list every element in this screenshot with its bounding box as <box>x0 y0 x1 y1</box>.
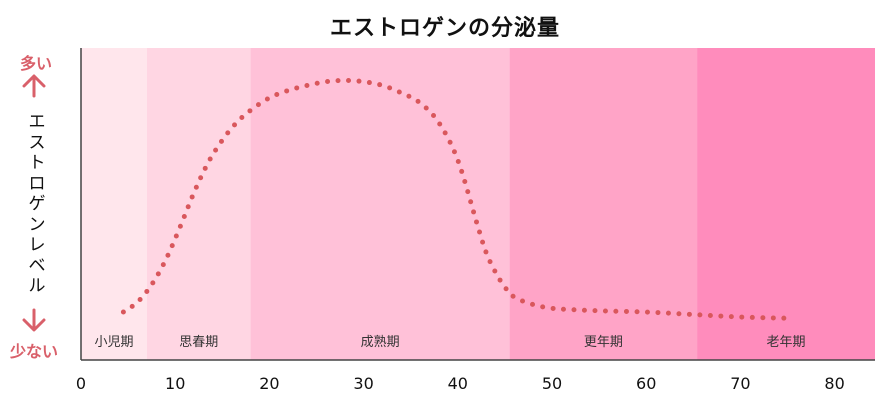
band-label: 小児期 <box>94 335 133 350</box>
band-4 <box>697 48 875 360</box>
x-tick-label: 60 <box>636 374 656 393</box>
band-0 <box>81 48 147 360</box>
estrogen-line <box>120 77 790 321</box>
x-axis-ticks: 0 10 20 30 40 50 60 70 80 <box>76 374 845 393</box>
x-tick-label: 50 <box>542 374 562 393</box>
y-axis-low-label: 少ない <box>10 342 59 361</box>
arrow-up-icon <box>22 74 46 98</box>
band-2 <box>250 48 510 360</box>
y-axis-title: エストロゲンレベル <box>28 112 46 296</box>
x-tick-label: 80 <box>824 374 844 393</box>
x-tick-label: 0 <box>76 374 86 393</box>
x-tick-label: 10 <box>165 374 185 393</box>
x-tick-label: 30 <box>353 374 373 393</box>
arrow-down-icon <box>22 308 46 332</box>
y-axis-high-label: 多い <box>20 54 53 73</box>
x-tick-label: 40 <box>448 374 468 393</box>
band-label: 更年期 <box>584 335 623 350</box>
x-tick-label: 70 <box>730 374 750 393</box>
x-tick-label: 20 <box>259 374 279 393</box>
band-label: 老年期 <box>767 335 806 350</box>
chart-title: エストロゲンの分泌量 <box>329 16 560 41</box>
band-1 <box>146 48 251 360</box>
estrogen-curve <box>120 77 790 321</box>
band-label: 思春期 <box>179 335 218 350</box>
band-label: 成熟期 <box>361 334 400 350</box>
life-stage-bands: 小児期 思春期 成熟期 更年期 老年期 <box>81 48 875 360</box>
